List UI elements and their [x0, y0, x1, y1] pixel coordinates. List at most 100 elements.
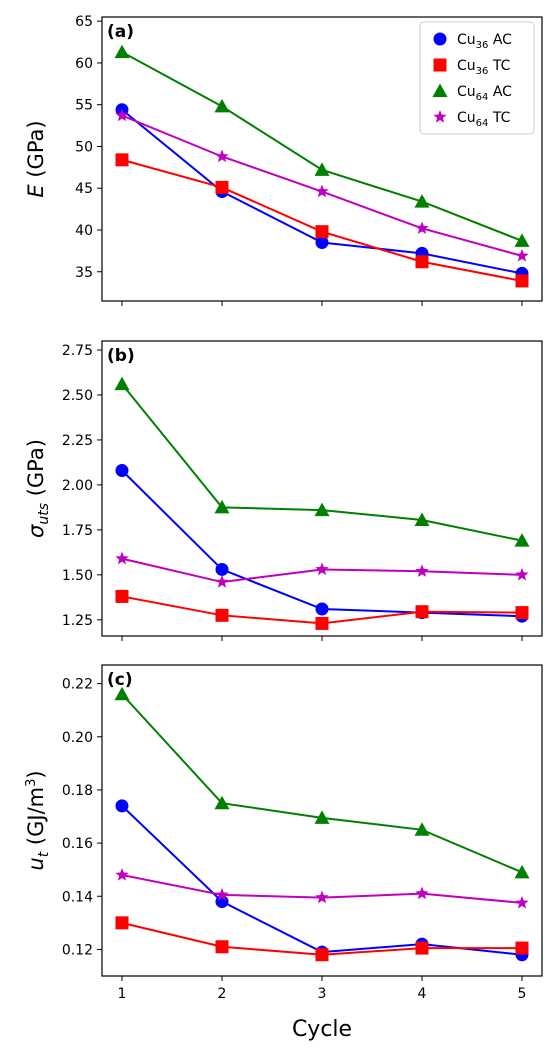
series-line	[121, 158, 523, 282]
y-tick-label: 0.18	[62, 783, 93, 799]
y-tick-label: 2.00	[62, 478, 93, 494]
legend-marker	[433, 110, 447, 123]
panel-label: (b)	[107, 346, 135, 366]
legend: Cu36 AC Cu36 TC Cu64 AC Cu64 TC	[419, 21, 535, 135]
x-tick-label: 3	[318, 986, 327, 1002]
series-cu64-tc	[115, 551, 529, 588]
data-point	[515, 941, 529, 955]
data-point	[515, 274, 529, 288]
data-point	[214, 795, 230, 810]
data-point	[215, 940, 229, 954]
data-point	[415, 255, 429, 269]
legend-marker	[432, 83, 448, 97]
x-tick-label: 1	[118, 986, 127, 1002]
data-point	[315, 616, 329, 630]
series-cu64-tc	[115, 867, 529, 909]
plot-frame	[101, 340, 543, 637]
data-point	[515, 895, 529, 909]
data-point	[415, 941, 429, 955]
data-point	[114, 44, 130, 59]
data-point	[415, 221, 429, 234]
y-tick-label: 45	[75, 181, 93, 197]
data-point	[414, 194, 430, 208]
y-tick-label: 65	[75, 14, 93, 30]
series-cu64-ac	[114, 686, 530, 879]
series-cu64-ac	[114, 44, 530, 247]
data-point	[115, 153, 129, 167]
series-line	[121, 805, 523, 956]
data-point	[215, 149, 229, 163]
x-axis-label: Cycle	[292, 1017, 352, 1042]
data-point	[115, 589, 129, 603]
legend-entry: Cu64 TC	[457, 110, 511, 129]
y-tick-label: 55	[75, 98, 93, 114]
legend-entry: Cu64 AC	[457, 84, 512, 103]
y-tick-label: 1.50	[62, 568, 93, 584]
data-point	[315, 602, 329, 616]
data-point	[514, 233, 530, 247]
y-tick-label: 50	[75, 139, 93, 155]
data-point	[115, 464, 129, 478]
y-axis-label: ut (GJ/m3)	[24, 770, 52, 870]
data-point	[214, 98, 230, 113]
data-point	[514, 864, 530, 879]
data-point	[315, 890, 329, 904]
data-point	[415, 605, 429, 619]
series-cu36-tc	[115, 153, 529, 288]
data-point	[314, 162, 330, 176]
x-tick-label: 5	[518, 986, 527, 1002]
y-tick-label: 0.20	[62, 730, 93, 746]
panel-label: (c)	[107, 670, 133, 690]
data-point	[315, 184, 329, 198]
y-tick-label: 35	[75, 265, 93, 281]
data-point	[115, 108, 129, 122]
data-point	[215, 180, 229, 194]
data-point	[514, 533, 530, 547]
panel-b: 1.25 1.50 1.75 2.00 2.25 2.50 2.75 (b) σuts (GPa…	[24, 340, 543, 641]
y-tick-label: 0.12	[62, 942, 93, 958]
series-cu36-tc	[115, 589, 529, 630]
data-point	[214, 499, 230, 514]
y-tick-label: 0.22	[62, 677, 93, 693]
y-tick-label: 2.75	[62, 343, 93, 359]
data-point	[115, 799, 129, 813]
y-tick-label: 40	[75, 223, 93, 239]
data-point	[315, 948, 329, 962]
legend-marker	[433, 32, 447, 46]
data-point	[315, 236, 329, 250]
data-point	[415, 564, 429, 577]
panel-c: 0.12 0.14 0.16 0.18 0.20 0.22 1 2 3 4 5 (c) ut (GJ/m…	[24, 664, 543, 1002]
y-axis-label: E (GPa)	[24, 120, 48, 197]
data-point	[414, 822, 430, 836]
series-cu64-ac	[114, 376, 530, 547]
legend-box	[419, 21, 535, 135]
data-point	[315, 225, 329, 239]
series-line	[121, 383, 523, 542]
data-point	[414, 512, 430, 526]
data-point	[215, 575, 229, 588]
series-cu64-tc	[115, 108, 529, 262]
panel-a: 35 40 45 50 55 60 65 (a) E (GPa)	[24, 14, 543, 306]
data-point	[115, 867, 129, 881]
data-point	[215, 887, 229, 901]
data-point	[515, 606, 529, 620]
legend-entry: Cu36 TC	[457, 58, 511, 77]
data-point	[114, 686, 130, 701]
legend-marker	[433, 58, 447, 72]
panel-label: (a)	[107, 22, 134, 42]
y-tick-label: 0.14	[62, 889, 93, 905]
data-point	[314, 810, 330, 824]
data-point	[314, 502, 330, 517]
data-point	[114, 376, 130, 391]
y-tick-label: 1.75	[62, 523, 93, 539]
y-tick-label: 2.50	[62, 388, 93, 404]
data-point	[315, 562, 329, 576]
series-cu36-tc	[115, 916, 529, 962]
y-tick-label: 1.25	[62, 613, 93, 629]
series-cu36-ac	[115, 464, 529, 623]
y-tick-label: 0.16	[62, 836, 93, 852]
x-tick-label: 2	[218, 986, 227, 1002]
series-line	[121, 693, 523, 874]
data-point	[115, 916, 129, 930]
